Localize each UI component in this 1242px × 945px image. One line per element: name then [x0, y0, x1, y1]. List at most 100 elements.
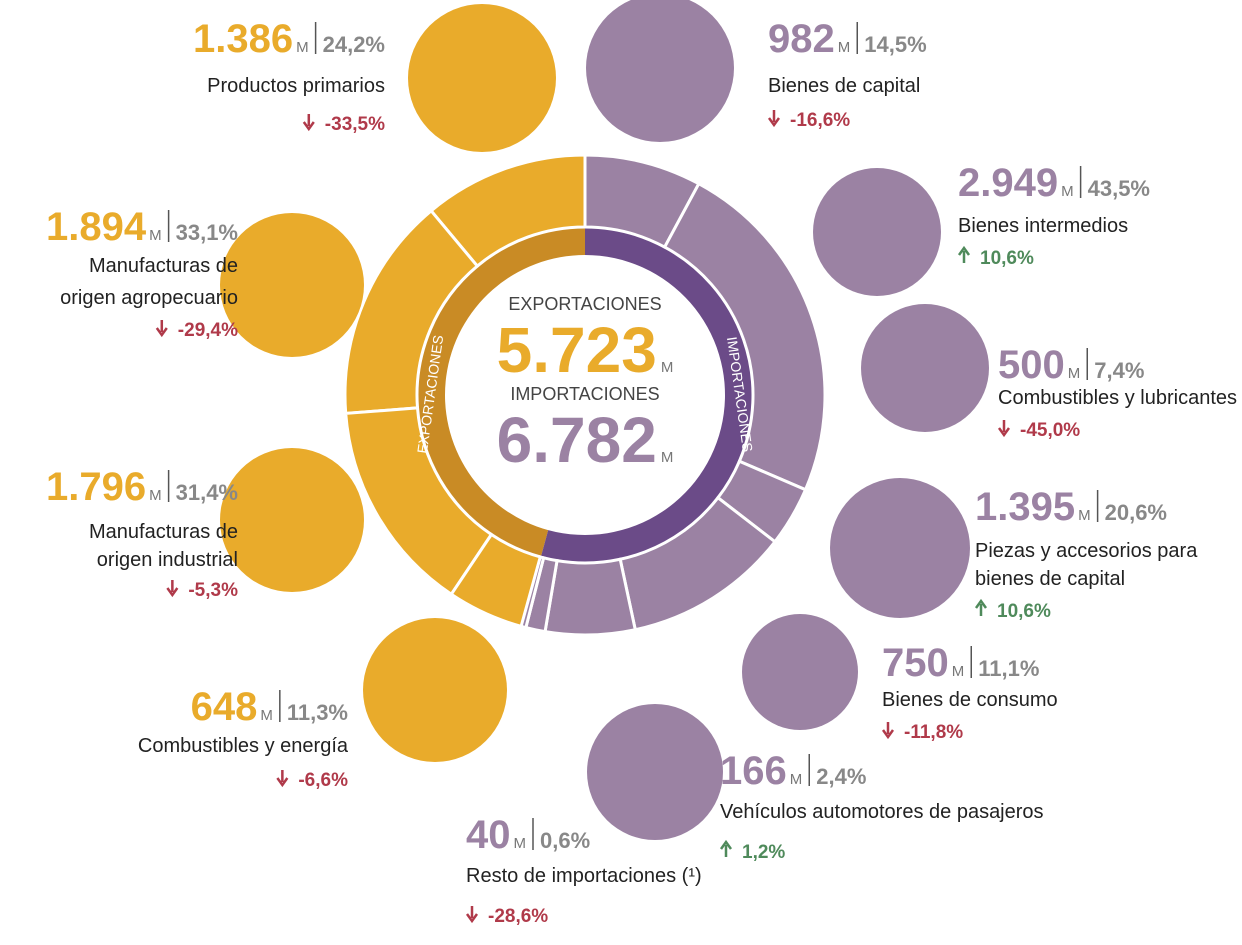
center-total: 5.723 M	[497, 314, 674, 386]
value: 750	[882, 641, 949, 685]
value: 1.386	[193, 17, 293, 61]
change-label: 1,2%	[742, 842, 785, 863]
value-line: 166 M 2,4%	[720, 749, 866, 793]
category-icon	[408, 4, 556, 152]
category-icon	[742, 614, 858, 730]
category-name: Resto de importaciones (¹)	[466, 865, 702, 887]
trend-arrow	[276, 770, 289, 788]
trend-arrow	[997, 420, 1011, 438]
unit: M	[952, 663, 965, 680]
group-ring	[416, 227, 585, 558]
unit: M	[1078, 507, 1091, 524]
share-label: 43,5%	[1088, 176, 1150, 201]
category-name: Bienes de consumo	[882, 689, 1058, 711]
share-label: 11,3%	[287, 700, 348, 725]
unit: M	[514, 835, 527, 852]
category-name: origen agropecuario	[60, 287, 238, 309]
value-line: 40 M 0,6%	[466, 813, 590, 857]
trend-arrow	[957, 245, 971, 263]
change-label: -28,6%	[488, 906, 548, 927]
center-total: 6.782 M	[497, 404, 674, 476]
unit: M	[1061, 183, 1074, 200]
share-segment	[519, 555, 546, 630]
share-segment	[449, 532, 543, 629]
value: 2.949	[958, 161, 1058, 205]
category-name: Combustibles y energía	[138, 735, 349, 757]
category-name: Piezas y accesorios para	[975, 540, 1198, 562]
trend-arrow	[302, 114, 315, 132]
category-name: Bienes de capital	[768, 75, 920, 97]
value-line: 1.395 M 20,6%	[975, 485, 1167, 529]
change-label: -29,4%	[178, 320, 238, 341]
category-name: Vehículos automotores de pasajeros	[720, 801, 1044, 823]
share-label: 11,1%	[978, 656, 1039, 681]
unit: M	[838, 39, 851, 56]
change-label: -33,5%	[325, 114, 385, 135]
category-name: Manufacturas de	[89, 255, 238, 277]
share-label: 20,6%	[1105, 500, 1167, 525]
value: 500	[998, 343, 1065, 387]
unit: M	[149, 227, 162, 244]
change-label: -11,8%	[904, 722, 963, 743]
share-segment	[543, 557, 638, 637]
category-name: Combustibles y lubricantes	[998, 387, 1237, 409]
change-label: -5,3%	[188, 580, 238, 601]
category-icon	[587, 704, 723, 840]
center-title: IMPORTACIONES	[510, 384, 659, 404]
share-label: 31,4%	[176, 480, 238, 505]
value-line: 500 M 7,4%	[998, 343, 1144, 387]
value: 1.395	[975, 485, 1075, 529]
trend-arrow	[974, 598, 988, 616]
category-icon	[363, 618, 507, 762]
category-icon	[220, 213, 364, 357]
value-line: 1.386 M 24,2%	[193, 17, 385, 61]
category-name: Productos primarios	[207, 75, 385, 97]
share-segment	[343, 208, 480, 416]
share-label: 0,6%	[540, 828, 590, 853]
trend-arrow	[767, 110, 781, 128]
category-icon	[813, 168, 941, 296]
unit: M	[1068, 365, 1081, 382]
category-name: bienes de capital	[975, 568, 1125, 590]
value-line: 648 M 11,3%	[191, 685, 348, 729]
value: 166	[720, 749, 787, 793]
trend-arrow	[719, 839, 733, 857]
unit: M	[661, 449, 674, 466]
trend-arrow	[155, 320, 168, 338]
trend-arrow	[881, 722, 895, 740]
value: 40	[466, 813, 511, 857]
total: 6.782	[497, 404, 657, 476]
share-label: 14,5%	[864, 32, 926, 57]
change-label: 10,6%	[980, 248, 1034, 269]
value-line: 982 M 14,5%	[768, 17, 927, 61]
category-icon	[830, 478, 970, 618]
value: 1.894	[46, 205, 147, 249]
category-icon	[861, 304, 989, 432]
value-line: 1.796 M 31,4%	[46, 465, 238, 509]
unit: M	[661, 359, 674, 376]
value-line: 750 M 11,1%	[882, 641, 1039, 685]
category-icon	[586, 0, 734, 142]
category-name: origen industrial	[97, 549, 238, 571]
unit: M	[149, 487, 162, 504]
trend-arrow	[166, 580, 179, 598]
share-segment	[344, 406, 494, 597]
share-label: 7,4%	[1094, 358, 1144, 383]
change-label: 10,6%	[997, 601, 1051, 622]
value-line: 2.949 M 43,5%	[958, 161, 1150, 205]
unit: M	[790, 771, 803, 788]
total: 5.723	[497, 314, 657, 386]
group-ring	[540, 227, 753, 563]
category-name: Bienes intermedios	[958, 215, 1128, 237]
category-name: Manufacturas de	[89, 521, 238, 543]
trend-arrow	[465, 906, 479, 924]
share-label: 33,1%	[176, 220, 238, 245]
change-label: -45,0%	[1020, 420, 1080, 441]
value: 982	[768, 17, 835, 61]
value-line: 1.894 M 33,1%	[46, 205, 238, 249]
change-label: -6,6%	[298, 770, 348, 791]
share-label: 2,4%	[816, 764, 866, 789]
share-label: 24,2%	[323, 32, 385, 57]
category-icon	[220, 448, 364, 592]
